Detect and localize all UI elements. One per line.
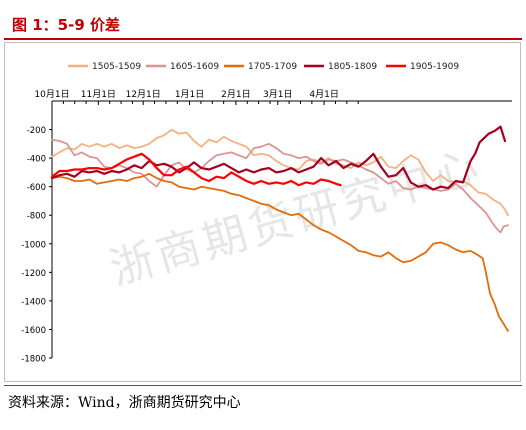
x-tick-label: 12月1日 — [126, 89, 161, 100]
y-tick-label: -400 — [27, 155, 46, 165]
y-tick-label: -200 — [27, 126, 46, 136]
series-line-1805-1809 — [50, 125, 507, 191]
legend-label: 1505-1509 — [92, 62, 141, 72]
y-tick-label: -1800 — [21, 355, 46, 365]
series-group — [50, 125, 509, 332]
series-line-1605-1609 — [51, 138, 509, 234]
legend-label: 1805-1809 — [328, 62, 377, 72]
chart-frame — [4, 42, 521, 382]
series-line-1705-1709 — [51, 172, 509, 332]
x-axis: 10月1日 11月1日 12月1日 1月1日 2月1日 3月1日 4月1日 — [34, 89, 512, 105]
legend-label: 1605-1609 — [170, 62, 219, 72]
legend-label: 1905-1909 — [410, 62, 459, 72]
x-tick-label: 1月1日 — [175, 89, 204, 100]
series-line-1505-1509 — [51, 128, 509, 217]
y-tick-label: -1000 — [21, 240, 46, 250]
title-rule — [4, 38, 522, 40]
y-tick-label: -1200 — [21, 269, 46, 279]
figure-title: 图 1：5-9 价差 — [12, 16, 120, 34]
y-tick-label: -600 — [27, 183, 46, 193]
x-tick-label: 4月1日 — [309, 89, 338, 100]
y-tick-label: -1600 — [21, 326, 46, 336]
x-tick-label: 10月1日 — [34, 89, 69, 100]
source-note: 资料来源：Wind，浙商期货研究中心 — [8, 395, 241, 411]
legend-label: 1705-1709 — [248, 62, 297, 72]
source-rule — [4, 385, 522, 386]
y-axis: -200 -400 -600 -800 -1000 -1200 -1400 -1600 -180… — [21, 101, 53, 365]
y-tick-label: -800 — [27, 212, 46, 222]
y-tick-label: -1400 — [21, 297, 46, 307]
x-tick-label: 11月1日 — [81, 89, 116, 100]
series-line-1905-1909 — [50, 152, 342, 187]
chart-legend: 1505-1509 1605-1609 1705-1709 1805-1809 1905… — [68, 62, 459, 72]
x-tick-label: 3月1日 — [263, 89, 292, 100]
x-tick-label: 2月1日 — [221, 89, 250, 100]
